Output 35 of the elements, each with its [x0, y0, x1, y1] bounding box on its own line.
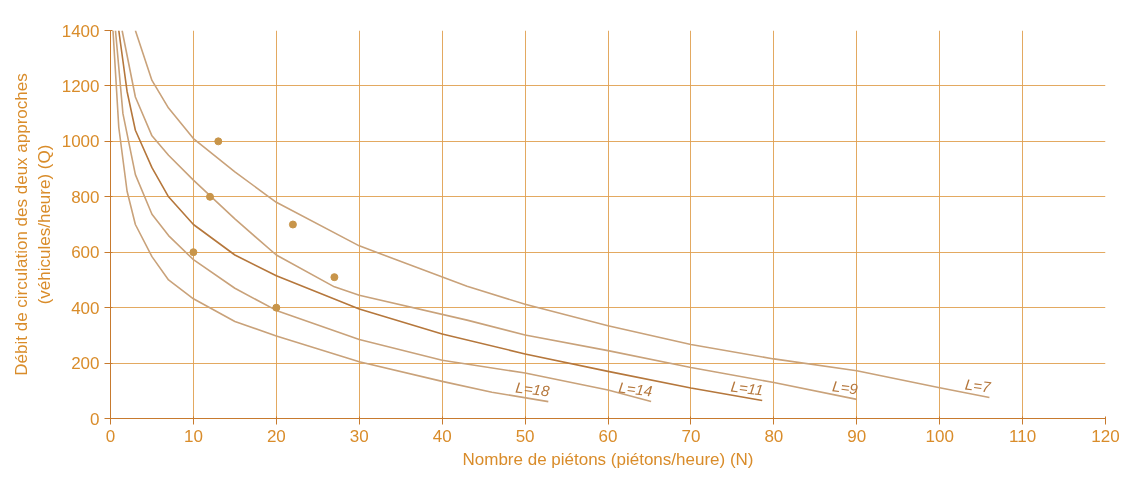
point: [206, 192, 214, 201]
point: [214, 137, 223, 146]
x-tick-label: 60: [598, 426, 618, 446]
y-tick-label: 200: [71, 354, 100, 374]
x-tick-label: 0: [105, 426, 116, 446]
y-tick-label: 800: [71, 187, 100, 207]
y-tick-label: 0: [90, 409, 100, 429]
point: [330, 273, 339, 282]
x-tick-label: 30: [349, 426, 369, 446]
text: L=14: [617, 378, 654, 400]
x-axis-title: Nombre de piétons (piétons/heure) (N): [462, 449, 754, 469]
text: L=7: [964, 375, 993, 396]
y-tick-label: 400: [71, 298, 100, 318]
y-tick-label: 1000: [61, 132, 100, 152]
y-tick-label: 600: [71, 243, 100, 263]
x-tick-label: 20: [266, 426, 286, 446]
point: [288, 220, 297, 229]
x-tick-label: 40: [432, 426, 452, 446]
x-tick-label: 70: [681, 426, 701, 446]
point: [272, 303, 281, 312]
y-tick-label: 1400: [61, 21, 100, 41]
y-axis-title: Débit de circulation des deux approches (véhicules/heure) (Q): [11, 73, 54, 376]
y-tick-label: 1200: [61, 76, 100, 96]
text: L=18: [514, 378, 551, 400]
x-tick-label: 110: [1009, 426, 1037, 446]
line-series: [134, 30, 991, 399]
x-tick-label: 10: [183, 426, 203, 446]
point: [189, 248, 198, 257]
x-tick-label: 50: [515, 426, 535, 446]
x-tick-label: 100: [925, 426, 954, 446]
text: L=9: [831, 377, 860, 398]
text: L=11: [729, 377, 765, 399]
x-tick-label: 120: [1091, 426, 1120, 446]
x-tick-label: 80: [764, 426, 784, 446]
x-tick-label: 90: [847, 426, 867, 446]
